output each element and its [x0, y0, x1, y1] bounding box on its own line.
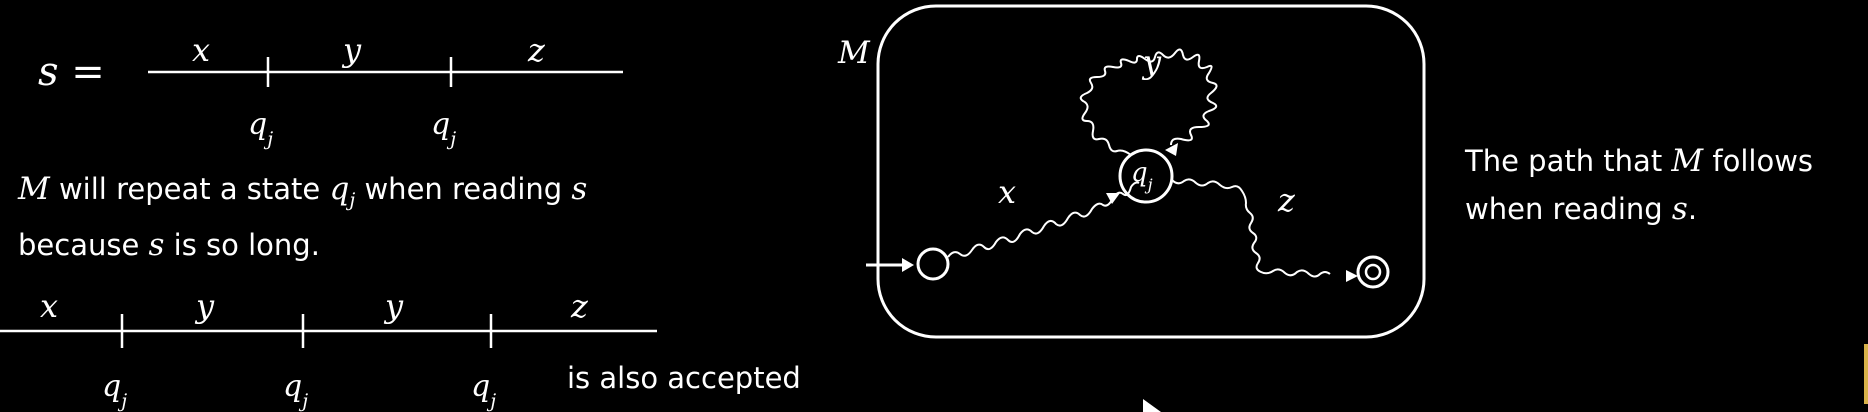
top-segment-x: x [192, 31, 211, 69]
z-path-arrow [1346, 270, 1358, 282]
machine-label: M [838, 35, 870, 71]
bottom-segment-x: x [40, 287, 59, 325]
bottom-segment-z: z [571, 287, 588, 325]
edge-label-z: z [1278, 181, 1295, 219]
z-path [1171, 178, 1331, 278]
mouse-cursor [1143, 399, 1161, 412]
x-path-arrow [1106, 193, 1120, 204]
top-segment-y: y [343, 31, 362, 69]
start-state [916, 247, 950, 281]
bottom-segment-y-2: y [385, 287, 404, 325]
because-long-line: because s is so long. [18, 227, 320, 263]
start-arrow-head [902, 258, 914, 272]
accept-state-outer [1356, 255, 1390, 289]
edge-label-y: y [1143, 43, 1162, 81]
accept-state-inner [1364, 263, 1382, 281]
s-equals-label: s = [38, 49, 105, 95]
machine-box [876, 4, 1426, 339]
bottom-mark-qj-1: qj [102, 369, 128, 412]
qj-state [1118, 148, 1174, 204]
also-accepted-text: is also accepted [567, 361, 801, 395]
M-symbol: M [18, 171, 50, 207]
top-mark-qj-1: qj [248, 107, 274, 150]
repeat-state-line: M will repeat a state qj when reading s [18, 171, 588, 211]
qj-state-label: qj [1131, 158, 1153, 195]
top-segment-z: z [528, 31, 545, 69]
y-loop-arrow [1165, 143, 1178, 156]
caption-line-2: when reading s. [1465, 191, 1698, 227]
bottom-mark-qj-3: qj [471, 369, 497, 412]
edge-marker [1864, 344, 1868, 404]
top-mark-qj-2: qj [431, 107, 457, 150]
caption-line-1: The path that M follows [1465, 143, 1814, 179]
edge-label-x: x [998, 173, 1017, 211]
bottom-segment-y-1: y [196, 287, 215, 325]
y-loop [1079, 48, 1218, 156]
bottom-mark-qj-2: qj [283, 369, 309, 412]
